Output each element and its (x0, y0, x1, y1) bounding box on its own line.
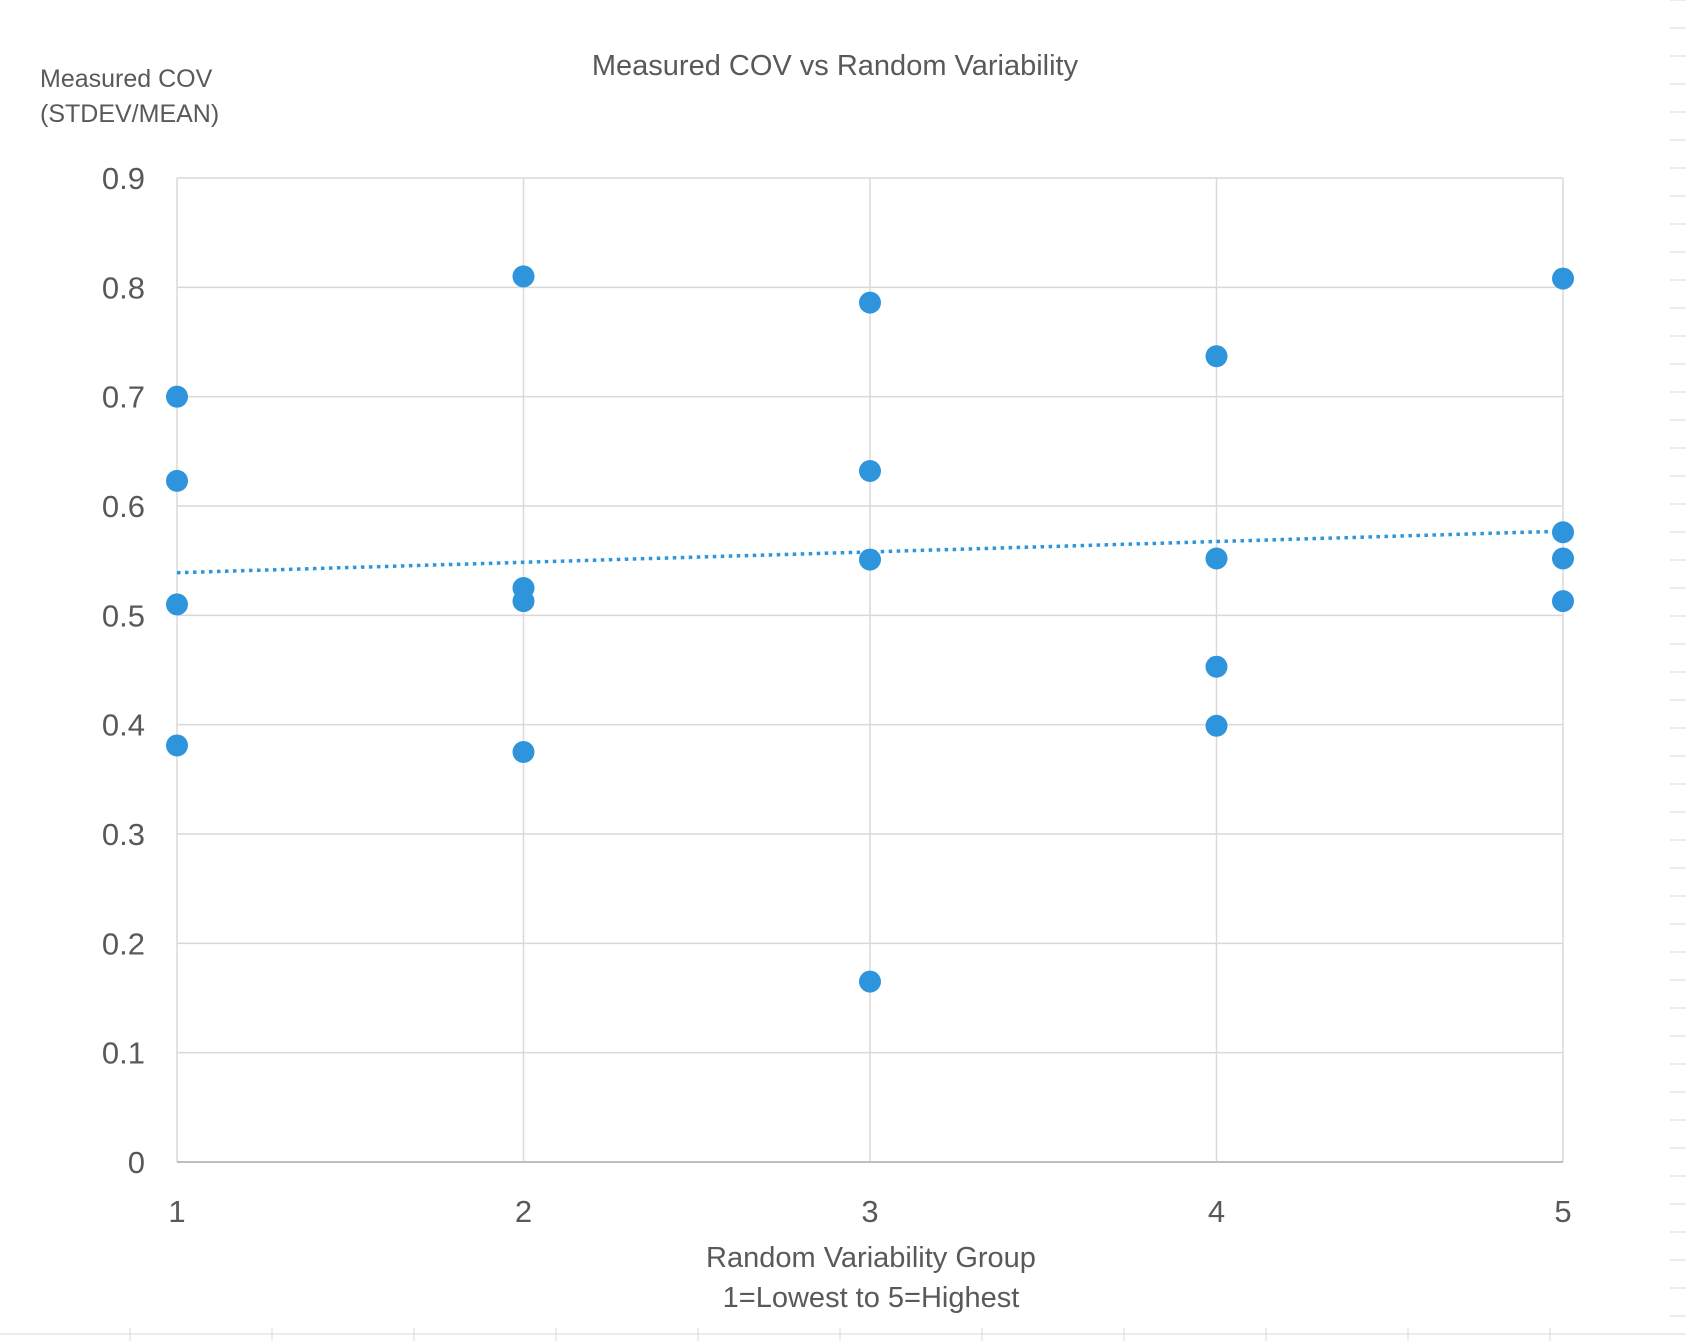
data-point-3[interactable] (166, 593, 188, 616)
x-axis-label-line-1: Random Variability Group (706, 1242, 1036, 1274)
data-point-11[interactable] (859, 548, 881, 571)
y-tick-label: 0.9 (102, 161, 145, 196)
x-tick-label: 2 (515, 1194, 532, 1229)
x-axis-label-line-2: 1=Lowest to 5=Highest (722, 1282, 1020, 1314)
y-axis-label: Measured COV (STDEV/MEAN) (40, 62, 219, 132)
y-axis-label-line-2: (STDEV/MEAN) (40, 100, 220, 128)
data-point-2[interactable] (166, 469, 188, 492)
data-point-4[interactable] (166, 734, 188, 757)
y-tick-label: 0.5 (102, 598, 145, 633)
data-point-10[interactable] (859, 460, 881, 483)
data-point-18[interactable] (1552, 521, 1574, 544)
data-point-16[interactable] (1205, 714, 1228, 737)
y-tick-label: 0 (128, 1145, 145, 1180)
x-tick-label: 3 (861, 1194, 878, 1229)
y-tick-label: 0.6 (102, 489, 145, 524)
data-point-7[interactable] (512, 590, 535, 613)
data-point-1[interactable] (166, 385, 188, 408)
data-point-9[interactable] (859, 291, 881, 314)
chart-title: Measured COV vs Random Variability (591, 50, 1079, 82)
x-tick-label: 4 (1208, 1194, 1225, 1229)
y-axis-label-line-1: Measured COV (40, 65, 213, 93)
x-tick-label: 1 (168, 1194, 185, 1229)
data-point-20[interactable] (1552, 590, 1574, 613)
data-point-19[interactable] (1552, 547, 1574, 570)
data-point-8[interactable] (512, 741, 535, 763)
y-tick-label: 0.1 (102, 1036, 145, 1071)
y-tick-label: 0.7 (102, 380, 145, 415)
y-tick-label: 0.2 (102, 926, 145, 961)
data-point-12[interactable] (859, 970, 881, 993)
data-point-14[interactable] (1205, 547, 1228, 570)
y-tick-label: 0.3 (102, 817, 145, 852)
y-tick-label: 0.8 (102, 270, 145, 305)
y-tick-label: 0.4 (102, 708, 145, 743)
data-point-13[interactable] (1205, 345, 1228, 368)
x-tick-label: 5 (1554, 1194, 1571, 1229)
data-point-5[interactable] (512, 265, 535, 288)
data-point-17[interactable] (1552, 267, 1574, 290)
data-point-15[interactable] (1205, 655, 1228, 678)
